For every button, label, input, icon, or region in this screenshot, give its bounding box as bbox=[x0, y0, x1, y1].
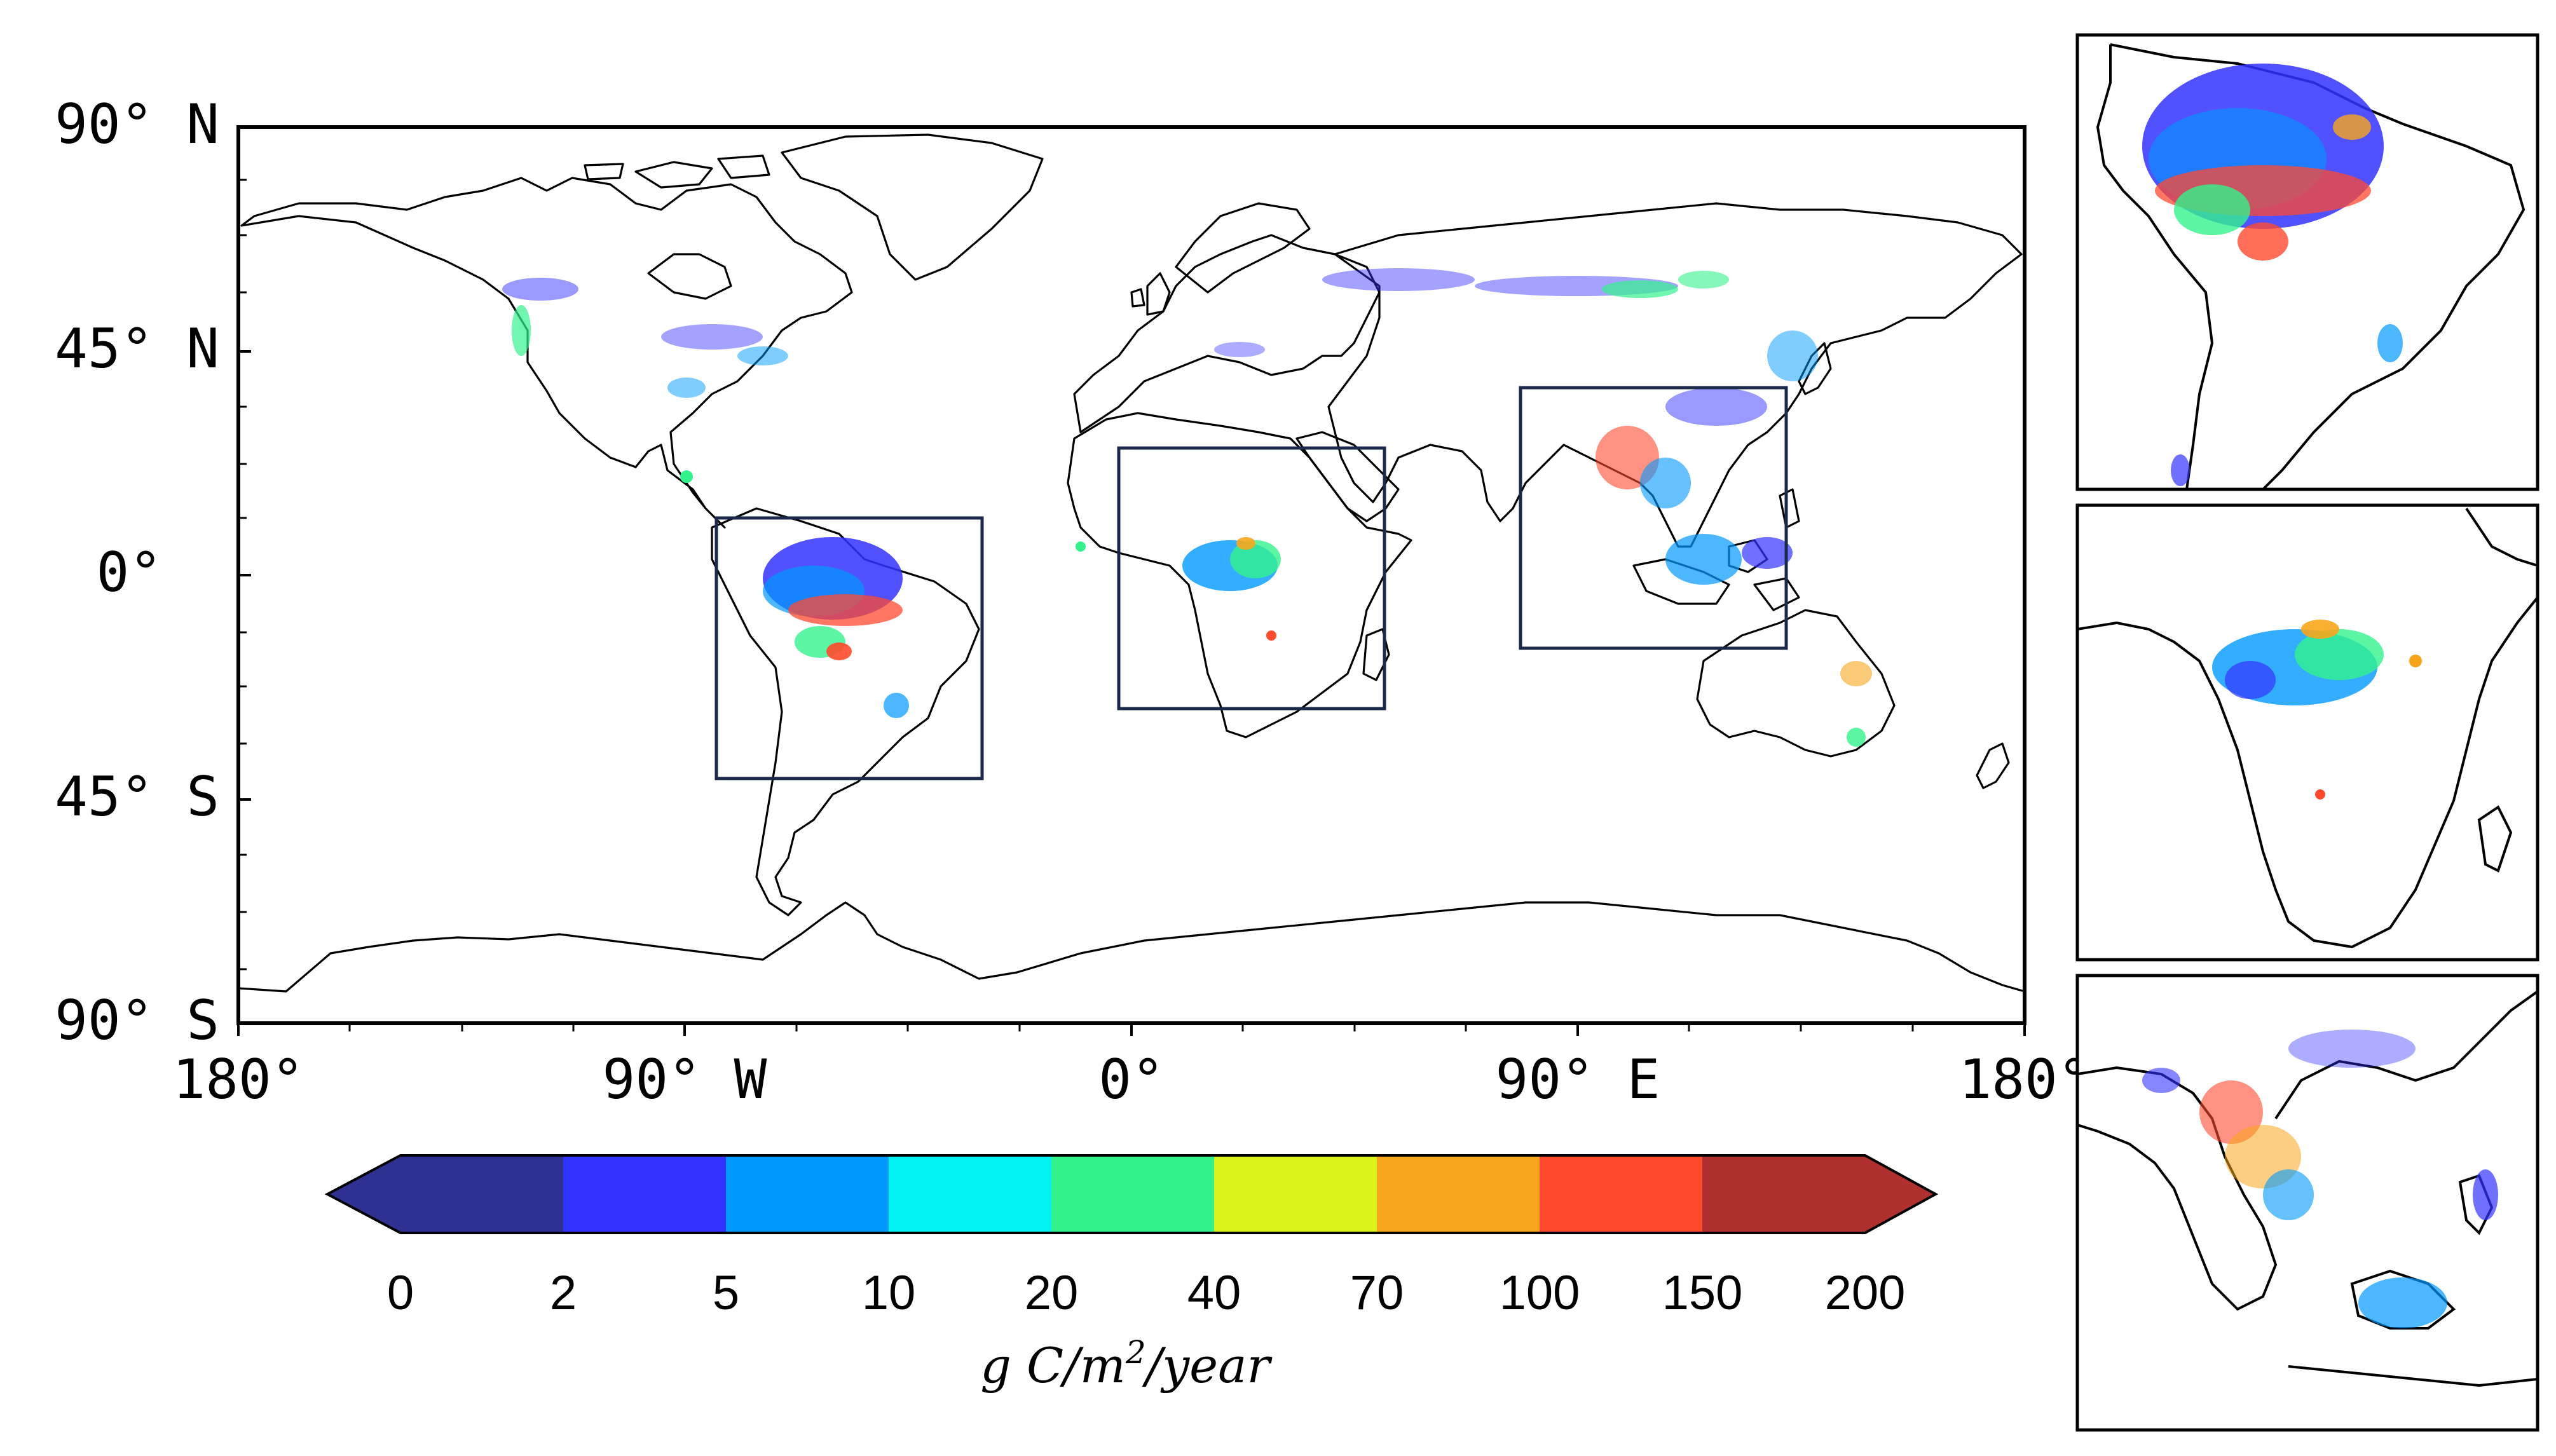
colorbar-segment bbox=[400, 1155, 564, 1233]
inset-as-coast bbox=[2077, 990, 2538, 1387]
inset-south-america bbox=[2075, 33, 2539, 491]
colorbar-segment bbox=[1702, 1155, 1866, 1233]
lon-label-180e: 180° bbox=[1958, 1048, 2090, 1112]
colorbar-tick-label: 2 bbox=[550, 1266, 577, 1320]
eurasia-patches bbox=[1214, 268, 1818, 381]
coast-north-america bbox=[240, 177, 853, 529]
unit-tail: /year bbox=[1142, 1337, 1273, 1394]
lat-label-90s: 90° S bbox=[55, 989, 219, 1052]
main-map: 90° N 45° N 0° 45° S 90° S 180° 90° W 0°… bbox=[55, 93, 2090, 1112]
colorbar-tick-label: 10 bbox=[862, 1266, 916, 1320]
asia-patches bbox=[1596, 388, 1872, 747]
lon-label-90w: 90° W bbox=[603, 1048, 767, 1112]
colorbar-unit-label: g C/m2/year bbox=[980, 1334, 1273, 1394]
lat-labels: 90° N 45° N 0° 45° S 90° S bbox=[55, 93, 219, 1052]
colorbar-tick-label: 100 bbox=[1500, 1266, 1580, 1320]
region-box-southeast-asia bbox=[1519, 386, 1788, 650]
axis-ticks bbox=[237, 126, 2026, 1036]
lon-label-90e: 90° E bbox=[1496, 1048, 1660, 1112]
coast-new-zealand bbox=[1976, 742, 2010, 789]
inset-africa bbox=[2075, 503, 2539, 962]
colorbar-segment bbox=[1377, 1155, 1540, 1233]
lat-label-45s: 45° S bbox=[55, 765, 219, 829]
colorbar-extend-low bbox=[327, 1155, 400, 1233]
map-frame bbox=[236, 125, 2026, 1025]
coast-hudson bbox=[647, 253, 732, 300]
africa-patches bbox=[1076, 537, 1281, 641]
lon-label-180w: 180° bbox=[172, 1048, 304, 1112]
region-box-africa bbox=[1117, 446, 1386, 711]
colorbar-tick-label: 40 bbox=[1187, 1266, 1241, 1320]
coast-arctic-islands bbox=[584, 154, 770, 189]
lat-label-45n: 45° N bbox=[55, 317, 219, 381]
unit-superscript: 2 bbox=[1125, 1334, 1146, 1371]
coast-antarctica bbox=[238, 901, 2025, 993]
coast-scandinavia bbox=[1175, 202, 1311, 294]
lon-labels: 180° 90° W 0° 90° E 180° bbox=[172, 1048, 2090, 1112]
colorbar-segment bbox=[563, 1155, 727, 1233]
colorbar-tick-label: 200 bbox=[1825, 1266, 1906, 1320]
colorbar-tick-labels: 0 2 5 10 20 40 70 100 150 200 bbox=[387, 1266, 1906, 1320]
colorbar-segment bbox=[1214, 1155, 1377, 1233]
colorbar-segment bbox=[726, 1155, 889, 1233]
inset-southeast-asia bbox=[2075, 974, 2539, 1432]
coast-madagascar bbox=[1362, 628, 1390, 681]
colorbar-segments bbox=[324, 1154, 1939, 1234]
lon-label-0: 0° bbox=[1098, 1048, 1165, 1112]
inset-af-frame bbox=[2075, 503, 2539, 962]
colorbar-tick-label: 70 bbox=[1350, 1266, 1404, 1320]
coast-africa bbox=[1067, 412, 1412, 738]
lat-label-0: 0° bbox=[96, 541, 162, 604]
colorbar-tick-label: 5 bbox=[713, 1266, 739, 1320]
na-patches bbox=[502, 278, 788, 483]
sa-patches bbox=[763, 537, 909, 718]
inset-af-coast bbox=[2077, 507, 2538, 949]
colorbar-extend-high bbox=[1865, 1155, 1936, 1233]
coast-greenland bbox=[781, 133, 1044, 281]
colorbar-outline bbox=[324, 1154, 1939, 1234]
colorbar-tick-label: 20 bbox=[1025, 1266, 1079, 1320]
data-overlay bbox=[502, 268, 1872, 747]
coast-britain bbox=[1130, 272, 1171, 316]
coast-japan bbox=[1798, 342, 1832, 395]
coast-south-america bbox=[711, 507, 980, 916]
colorbar-tick-label: 150 bbox=[1662, 1266, 1743, 1320]
unit-main: g C/m bbox=[980, 1337, 1126, 1394]
colorbar-segment bbox=[889, 1155, 1052, 1233]
coast-australia bbox=[1696, 609, 1896, 758]
colorbar: 0 2 5 10 20 40 70 100 150 200 g C/m2/year bbox=[324, 1154, 1939, 1394]
coast-europe bbox=[1073, 234, 1381, 433]
minor-ticks bbox=[238, 179, 1914, 1031]
lat-label-90n: 90° N bbox=[55, 93, 219, 156]
colorbar-tick-label: 0 bbox=[387, 1266, 414, 1320]
colorbar-segment bbox=[1540, 1155, 1703, 1233]
colorbar-segment bbox=[1051, 1155, 1215, 1233]
region-box-south-america bbox=[714, 516, 984, 780]
region-boxes bbox=[714, 386, 1788, 780]
